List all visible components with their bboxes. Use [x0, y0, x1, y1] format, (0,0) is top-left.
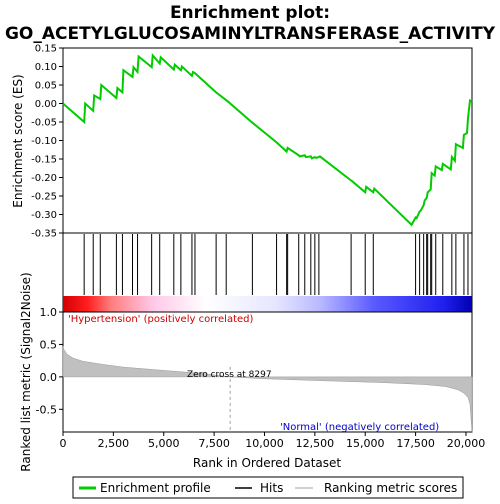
metric-area: [62, 346, 473, 433]
metric-y-axis: 1.0 0.5 0.0 -0.5: [36, 306, 63, 416]
metric-axis-label: Ranked list metric (Signal2Noise): [19, 272, 33, 471]
enrichment-panel: 0.15 0.10 0.05 0.00 -0.05 -0.10 -0.15 -0.20 -0.2…: [31, 44, 473, 240]
es-ytick-label: -0.35: [31, 229, 57, 240]
es-ytick-label: -0.10: [31, 136, 57, 147]
chart-title: Enrichment plot:: [170, 3, 330, 23]
es-ytick-label: -0.30: [31, 210, 57, 221]
metric-xtick-label: 12,500: [296, 437, 335, 450]
chart-subtitle: GO_ACETYLGLUCOSAMINYLTRANSFERASE_ACTIVIT…: [5, 24, 496, 44]
metric-xtick-label: 10,000: [245, 437, 284, 450]
metric-x-axis: 0 2,500 5,000 7,500 10,000 12,500 15,000 17,500…: [60, 432, 486, 450]
enrichment-profile-line: [62, 52, 473, 227]
enrichment-frame: [62, 47, 473, 234]
metric-ytick-label: 1.0: [40, 306, 58, 319]
metric-xtick-label: 2,500: [98, 437, 130, 450]
metric-xtick-label: 17,500: [396, 437, 435, 450]
hit-marks: [83, 234, 469, 295]
legend-box: [72, 476, 464, 499]
legend-enrichment-label: Enrichment profile: [100, 481, 211, 495]
metric-ytick-label: 0.5: [40, 338, 58, 351]
rank-color-bar: [63, 296, 472, 312]
negative-label: 'Normal' (negatively correlated): [280, 422, 439, 433]
metric-ytick-label: 0.0: [40, 371, 58, 384]
metric-xtick-label: 20,000: [447, 437, 486, 450]
es-ytick-label: 0.10: [35, 62, 57, 73]
es-ytick-label: -0.25: [31, 192, 57, 203]
metric-xtick-label: 0: [60, 437, 67, 450]
enrichment-y-axis: 0.15 0.10 0.05 0.00 -0.05 -0.10 -0.15 -0.20 -0.2…: [31, 44, 63, 240]
es-ytick-label: 0.00: [35, 99, 57, 110]
es-axis-label: Enrichment score (ES): [11, 74, 25, 207]
legend-metric-label: Ranking metric scores: [324, 481, 457, 495]
es-ytick-label: -0.15: [31, 155, 57, 166]
es-ytick-label: 0.05: [35, 81, 57, 92]
metric-xtick-label: 15,000: [346, 437, 385, 450]
es-ytick-label: -0.05: [31, 118, 57, 129]
legend-hits-label: Hits: [260, 481, 283, 495]
metric-xtick-label: 5,000: [148, 437, 180, 450]
metric-ytick-label: -0.5: [36, 403, 57, 416]
zero-cross-label: Zero cross at 8297: [187, 370, 272, 380]
legend: Enrichment profile Hits Ranking metric s…: [72, 476, 464, 499]
x-axis-label: Rank in Ordered Dataset: [193, 456, 341, 470]
positive-label: 'Hypertension' (positively correlated): [68, 314, 254, 325]
metric-xtick-label: 7,500: [198, 437, 230, 450]
es-ytick-label: 0.15: [35, 44, 57, 55]
es-ytick-label: -0.20: [31, 173, 57, 184]
metric-panel: 1.0 0.5 0.0 -0.5 0 2,500 5,000 7,500 10,000 12,5…: [36, 306, 486, 450]
